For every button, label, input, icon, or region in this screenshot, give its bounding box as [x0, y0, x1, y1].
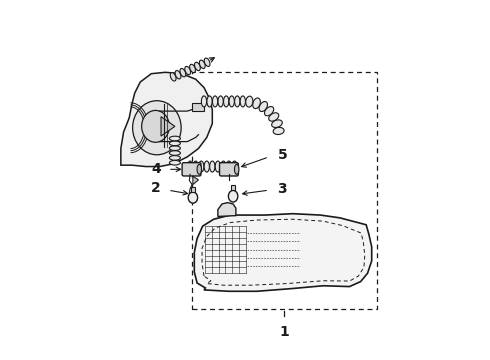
Ellipse shape [142, 111, 170, 142]
Ellipse shape [185, 66, 191, 75]
Ellipse shape [204, 58, 210, 67]
Ellipse shape [245, 96, 253, 107]
Ellipse shape [170, 146, 180, 150]
Ellipse shape [226, 161, 232, 172]
Ellipse shape [201, 96, 207, 107]
Polygon shape [121, 72, 212, 167]
Polygon shape [195, 214, 372, 291]
Ellipse shape [170, 156, 180, 160]
Ellipse shape [221, 161, 226, 172]
Ellipse shape [170, 141, 180, 146]
Ellipse shape [188, 192, 197, 203]
Ellipse shape [273, 127, 284, 135]
Polygon shape [218, 203, 236, 216]
Ellipse shape [235, 164, 239, 174]
Ellipse shape [229, 96, 234, 107]
Ellipse shape [170, 161, 180, 165]
Ellipse shape [218, 96, 223, 107]
Ellipse shape [199, 60, 205, 68]
Ellipse shape [170, 136, 180, 141]
Ellipse shape [175, 71, 181, 79]
Polygon shape [161, 117, 175, 136]
Ellipse shape [188, 161, 193, 172]
Ellipse shape [269, 113, 279, 121]
Ellipse shape [210, 161, 215, 172]
Ellipse shape [193, 161, 198, 172]
Ellipse shape [204, 161, 209, 172]
Ellipse shape [265, 107, 274, 116]
Ellipse shape [235, 96, 240, 107]
FancyBboxPatch shape [220, 163, 238, 176]
Ellipse shape [198, 161, 204, 172]
Text: 1: 1 [279, 325, 289, 338]
Ellipse shape [215, 161, 221, 172]
Ellipse shape [195, 62, 200, 71]
FancyBboxPatch shape [182, 163, 201, 176]
FancyBboxPatch shape [192, 103, 204, 111]
Text: 3: 3 [277, 182, 286, 196]
Ellipse shape [259, 102, 268, 112]
Ellipse shape [271, 120, 282, 127]
Ellipse shape [213, 96, 218, 107]
Ellipse shape [197, 164, 201, 174]
Text: 2: 2 [151, 181, 161, 195]
Ellipse shape [253, 98, 260, 109]
Ellipse shape [207, 96, 212, 107]
Polygon shape [193, 176, 198, 185]
Ellipse shape [240, 96, 245, 107]
Text: 5: 5 [277, 148, 287, 162]
Ellipse shape [170, 151, 180, 156]
Ellipse shape [133, 101, 181, 155]
Ellipse shape [180, 68, 186, 77]
Ellipse shape [228, 190, 238, 202]
Ellipse shape [170, 73, 176, 81]
Ellipse shape [232, 161, 237, 172]
Ellipse shape [223, 96, 229, 107]
Ellipse shape [190, 64, 196, 73]
Bar [231, 185, 235, 190]
Text: 4: 4 [151, 162, 161, 176]
Bar [191, 186, 195, 192]
Bar [192, 72, 377, 309]
